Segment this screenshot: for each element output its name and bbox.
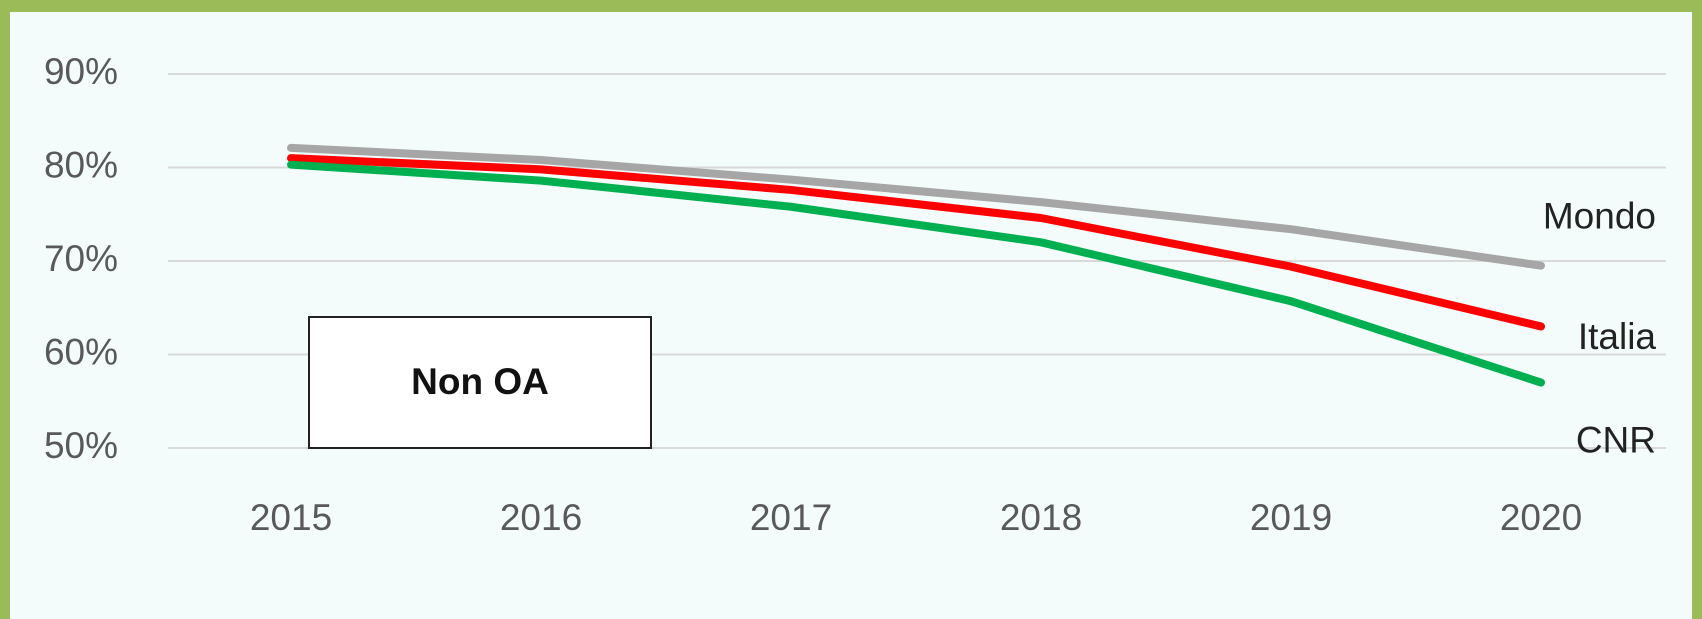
series-line xyxy=(287,160,1545,387)
x-tick-label: 2015 xyxy=(250,497,332,538)
background xyxy=(10,12,1692,619)
y-tick-label: 60% xyxy=(44,331,118,372)
series-label: CNR xyxy=(1576,419,1656,460)
x-tick-label: 2017 xyxy=(750,497,832,538)
y-tick-label: 70% xyxy=(44,238,118,279)
series-line xyxy=(287,143,1545,270)
x-tick-label: 2020 xyxy=(1500,497,1582,538)
x-tick-label: 2019 xyxy=(1250,497,1332,538)
series-label: Italia xyxy=(1578,316,1657,357)
annotation-box xyxy=(308,316,652,449)
y-tick-label: 90% xyxy=(44,51,118,92)
y-tick-label: 50% xyxy=(44,425,118,466)
annotation: Non OA xyxy=(411,361,549,402)
x-tick-label: 2016 xyxy=(500,497,582,538)
x-tick-label: 2018 xyxy=(1000,497,1082,538)
series-line xyxy=(287,154,1545,331)
series-label: Mondo xyxy=(1543,195,1656,236)
y-tick-label: 80% xyxy=(44,144,118,185)
